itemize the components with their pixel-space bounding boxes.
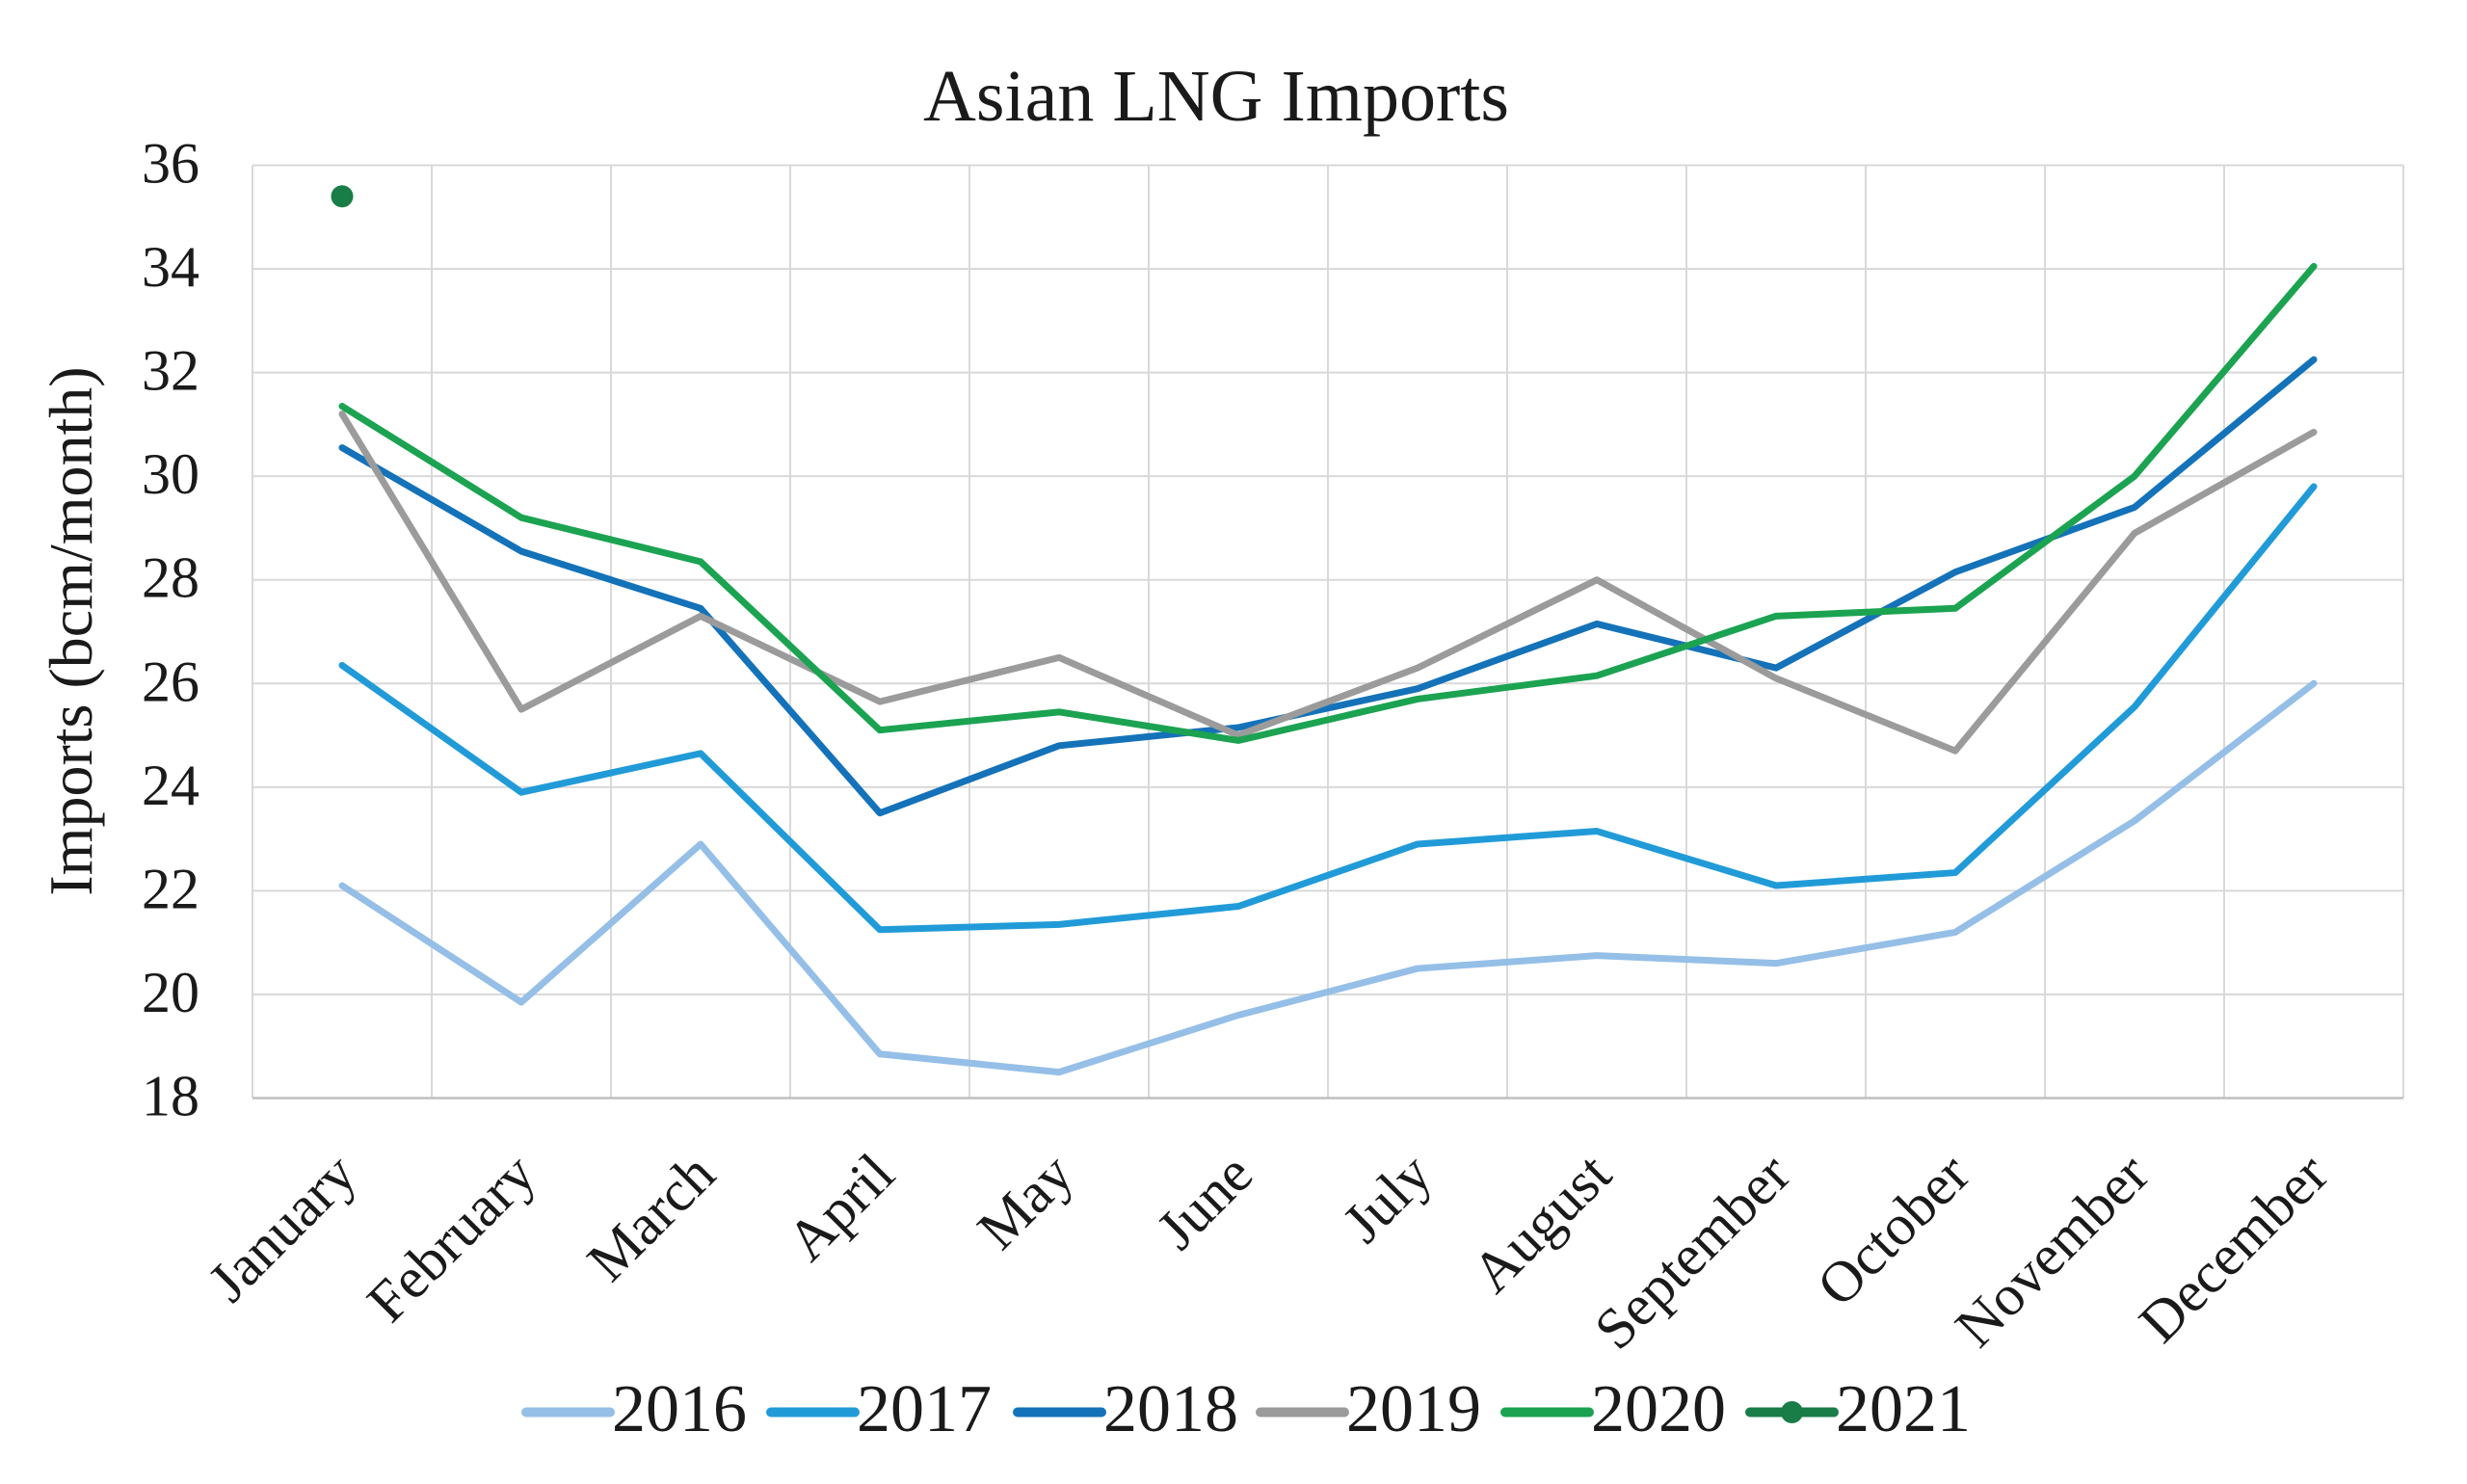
svg-text:32: 32 xyxy=(142,339,199,403)
svg-text:Asian LNG Imports: Asian LNG Imports xyxy=(923,56,1509,137)
svg-text:18: 18 xyxy=(142,1065,199,1128)
svg-text:30: 30 xyxy=(142,442,199,506)
svg-text:36: 36 xyxy=(142,132,199,196)
svg-text:22: 22 xyxy=(142,857,199,920)
svg-text:2021: 2021 xyxy=(1836,1372,1971,1446)
svg-text:2017: 2017 xyxy=(857,1372,992,1446)
svg-text:2020: 2020 xyxy=(1591,1372,1726,1446)
svg-text:28: 28 xyxy=(142,546,199,610)
svg-text:2016: 2016 xyxy=(612,1372,747,1446)
svg-text:26: 26 xyxy=(142,649,199,713)
svg-text:24: 24 xyxy=(142,754,199,817)
svg-text:2019: 2019 xyxy=(1346,1372,1481,1446)
svg-text:Imports (bcm/month): Imports (bcm/month) xyxy=(37,366,105,895)
svg-text:2018: 2018 xyxy=(1103,1372,1238,1446)
svg-text:34: 34 xyxy=(142,235,199,299)
svg-text:20: 20 xyxy=(142,961,199,1024)
